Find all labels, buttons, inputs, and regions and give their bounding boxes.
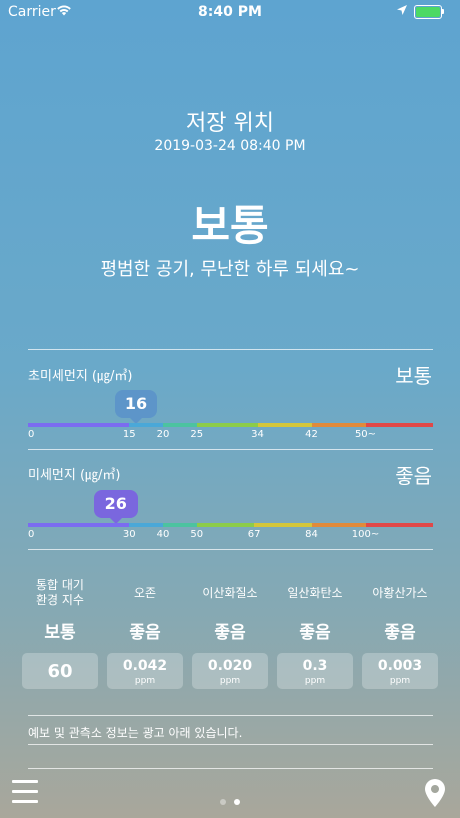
pm10-label: 미세먼지 (㎍/㎥) (28, 468, 121, 483)
divider (28, 768, 433, 769)
index-cai-grade: 보통 (44, 623, 76, 643)
pm10-tick-label: 100~ (351, 529, 380, 540)
pm25-segment (365, 423, 433, 427)
pm25-segment (28, 423, 130, 427)
hamburger-menu-icon[interactable] (12, 780, 38, 804)
index-ozone-name: 오존 (133, 585, 157, 600)
pm10-segment (254, 523, 312, 527)
index-ozone-unit: ppm (134, 676, 156, 686)
divider (28, 744, 433, 745)
pm10-segment (163, 523, 197, 527)
index-so2-value: 0.003 (377, 658, 423, 674)
pm25-scale-ticks: 0 15 20 25 34 42 50~ (28, 429, 433, 443)
page-indicator[interactable] (220, 790, 248, 809)
index-so2-name: 아황산가스 (372, 585, 428, 600)
pm25-scale-bar (28, 423, 433, 427)
index-no2-value: 0.020 (207, 658, 253, 674)
notice-text: 예보 및 관측소 정보는 광고 아래 있습니다. (28, 726, 243, 740)
pm10-segment (196, 523, 255, 527)
index-cai-name: 통합 대기 환경 지수 (36, 578, 84, 607)
divider (28, 549, 433, 550)
pm10-segment (311, 523, 366, 527)
pm25-segment (311, 423, 366, 427)
pm25-segment (163, 423, 197, 427)
battery-tip (442, 9, 444, 14)
pm25-segment (129, 423, 163, 427)
index-co-value-box: 0.3 ppm (277, 653, 353, 689)
pm10-tick-label: 84 (305, 529, 318, 540)
status-time: 8:40 PM (198, 4, 262, 20)
page-dot[interactable] (220, 799, 226, 805)
index-co-value: 0.3 (302, 658, 328, 674)
pm10-tick-label: 50 (190, 529, 204, 540)
pm10-segment (129, 523, 163, 527)
index-so2[interactable]: 아황산가스 좋음 0.003 ppm (357, 576, 443, 689)
pm25-tick-label: 50~ (354, 429, 377, 440)
wifi-icon (56, 4, 72, 20)
pm25-tick-label: 15 (122, 429, 136, 440)
pm10-tick-label: 30 (122, 529, 136, 540)
carrier-label: Carrier (8, 4, 56, 20)
pm10-value: 26 (104, 494, 127, 513)
index-so2-unit: ppm (389, 676, 411, 686)
pm10-tick-label: 67 (247, 529, 261, 540)
pm25-value: 16 (124, 394, 148, 413)
pm25-segment (196, 423, 258, 427)
index-co-grade: 좋음 (299, 623, 331, 643)
divider (28, 715, 433, 716)
location-name: 저장 위치 (186, 111, 274, 136)
pm10-grade: 좋음 (395, 464, 432, 488)
pm25-grade: 보통 (395, 364, 432, 388)
divider (28, 449, 433, 450)
pm10-segment (365, 523, 433, 527)
pm25-tick-label: 0 (28, 429, 35, 440)
index-ozone-value: 0.042 (122, 658, 168, 674)
location-arrow-icon (396, 4, 408, 19)
index-so2-grade: 좋음 (384, 623, 416, 643)
pm25-tick-label: 20 (156, 429, 170, 440)
index-cai-value: 60 (47, 661, 73, 682)
pm10-tick-label: 0 (28, 529, 35, 540)
pm10-segment (28, 523, 130, 527)
index-ozone-grade: 좋음 (129, 623, 161, 643)
pm25-label: 초미세먼지 (㎍/㎥) (28, 369, 133, 384)
index-no2-name: 이산화질소 (202, 585, 258, 600)
index-so2-value-box: 0.003 ppm (362, 653, 438, 689)
status-bar: Carrier 8:40 PM (0, 0, 460, 24)
battery-icon (414, 5, 442, 19)
pm10-scale-ticks: 0 30 40 50 67 84 100~ (28, 529, 433, 543)
index-co-unit: ppm (304, 676, 326, 686)
index-no2[interactable]: 이산화질소 좋음 0.020 ppm (187, 576, 273, 689)
location-pin-icon[interactable] (422, 778, 448, 808)
pm10-scale-bar (28, 523, 433, 527)
page-dot[interactable] (234, 799, 240, 805)
index-no2-grade: 좋음 (214, 623, 246, 643)
index-co-name: 일산화탄소 (287, 585, 343, 600)
index-cai-value-box: 60 (22, 653, 98, 689)
overall-message: 평범한 공기, 무난한 하루 되세요~ (100, 259, 360, 280)
index-ozone-value-box: 0.042 ppm (107, 653, 183, 689)
pm25-segment (257, 423, 312, 427)
index-co[interactable]: 일산화탄소 좋음 0.3 ppm (272, 576, 358, 689)
overall-grade: 보통 (191, 201, 269, 250)
index-no2-unit: ppm (219, 676, 241, 686)
index-cai[interactable]: 통합 대기 환경 지수 보통 60 (17, 576, 103, 689)
pm25-tick-label: 42 (305, 429, 318, 440)
pm25-tick-label: 34 (251, 429, 264, 440)
measure-datetime: 2019-03-24 08:40 PM (154, 138, 306, 154)
divider (28, 349, 433, 350)
pm25-value-bubble: 16 (115, 390, 157, 424)
index-no2-value-box: 0.020 ppm (192, 653, 268, 689)
pm25-tick-label: 25 (190, 429, 204, 440)
pm10-tick-label: 40 (156, 529, 170, 540)
index-ozone[interactable]: 오존 좋음 0.042 ppm (102, 576, 188, 689)
pm10-value-bubble: 26 (93, 490, 138, 524)
